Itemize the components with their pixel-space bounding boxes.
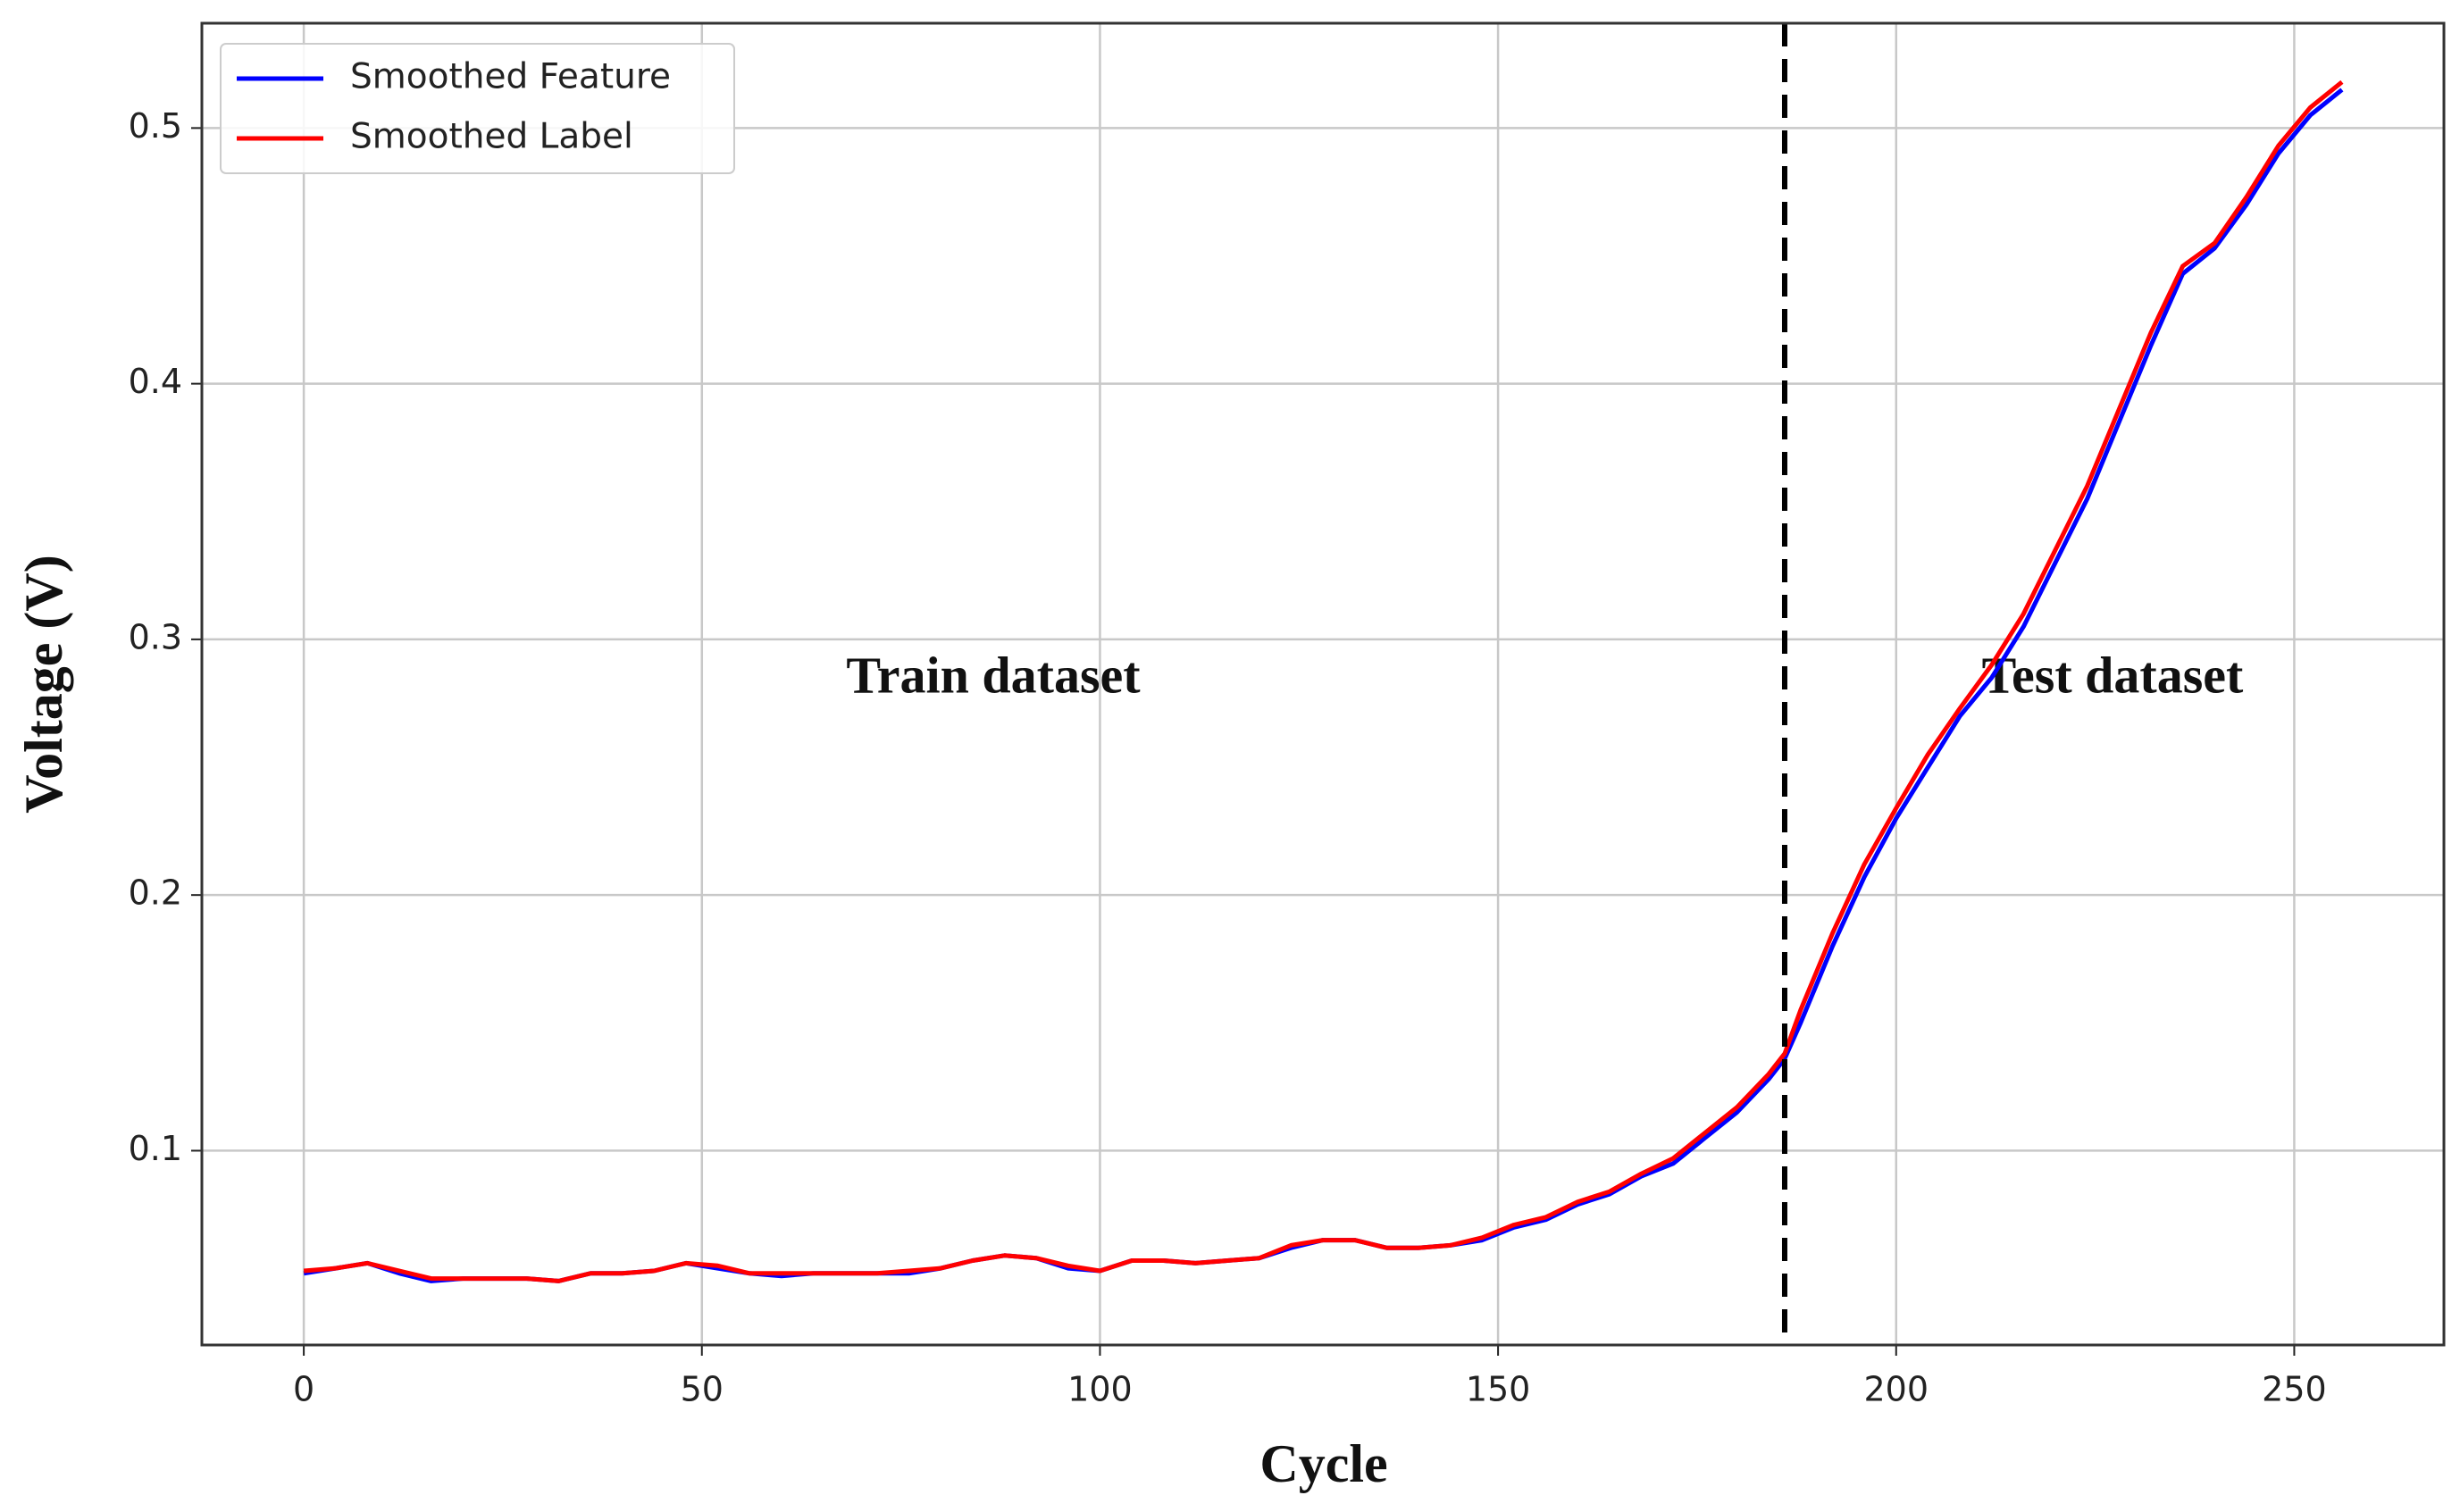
x-tick-label: 100 (1067, 1370, 1133, 1409)
y-tick-label: 0.4 (129, 362, 182, 401)
legend-box (220, 43, 735, 174)
x-axis-label: Cycle (1259, 1434, 1387, 1493)
series-line (303, 79, 2344, 1283)
legend-label: Smoothed Feature (350, 57, 671, 97)
x-tick-label: 150 (1466, 1370, 1531, 1409)
x-tick-label: 250 (2262, 1370, 2327, 1409)
y-tick-label: 0.3 (129, 617, 182, 656)
annotation: Test dataset (1982, 646, 2244, 704)
y-tick-label: 0.1 (129, 1129, 182, 1168)
x-tick-label: 200 (1863, 1370, 1929, 1409)
y-axis-label: Voltage (V) (14, 555, 73, 813)
x-tick-label: 50 (681, 1370, 724, 1409)
x-tick-label: 0 (293, 1370, 314, 1409)
plot-frame (200, 21, 2446, 1347)
legend-label: Smoothed Label (350, 117, 633, 157)
y-tick-label: 0.2 (129, 873, 182, 913)
y-tick-label: 0.5 (129, 106, 182, 146)
annotation: Train dataset (846, 646, 1141, 704)
